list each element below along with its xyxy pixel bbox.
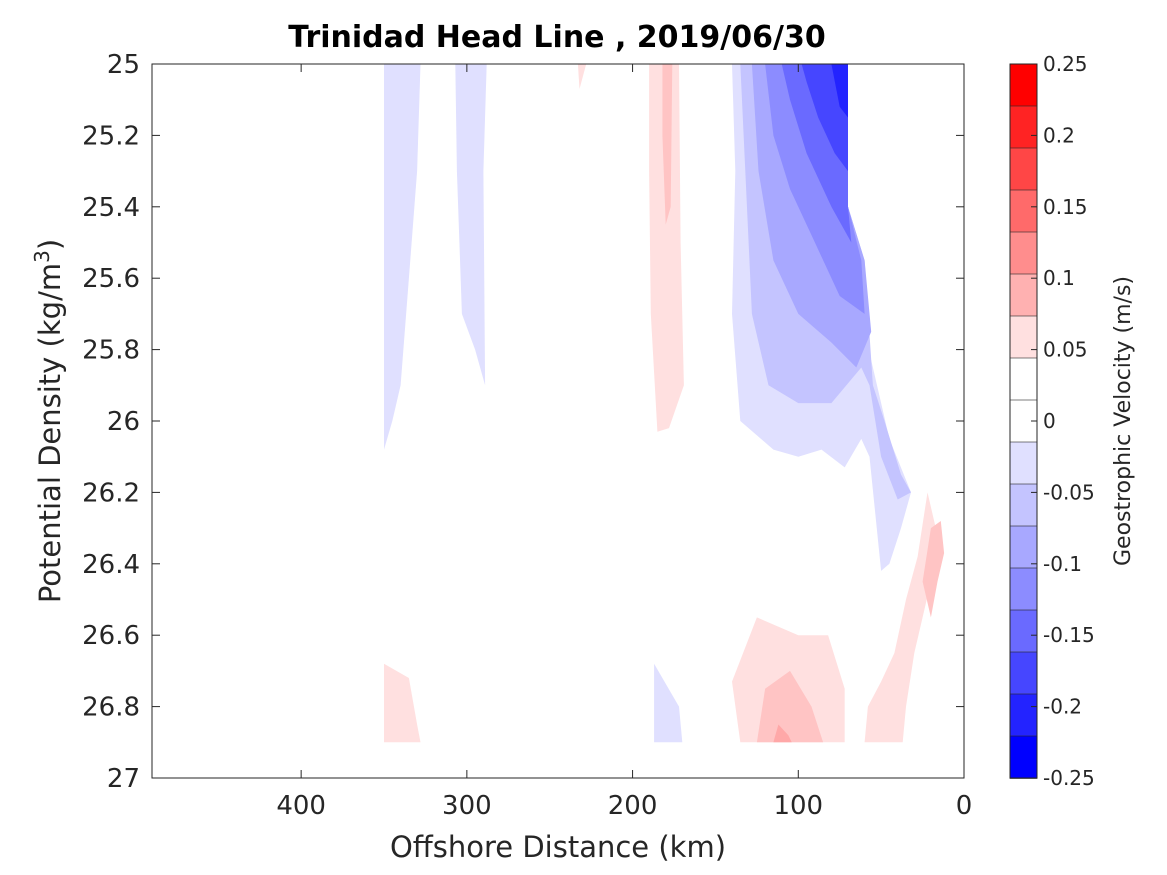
colorbar-tick-label: 0.25 [1043, 52, 1088, 76]
contour-region-17 [922, 521, 945, 618]
y-axis-label-end: ) [33, 239, 67, 250]
colorbar-tick-label: 0 [1043, 409, 1056, 433]
contour-region-12 [384, 663, 421, 743]
y-tick-label: 26.6 [82, 621, 140, 651]
colorbar-tick-label: 0.15 [1043, 195, 1088, 219]
colorbar-label: Geostrophic Velocity (m/s) [1111, 276, 1136, 566]
plot-area: 400 300 200 100 0 25 25.2 25.4 25.6 25.8 26 26.2 26… [82, 50, 972, 821]
colorbar-swatch [1009, 357, 1038, 401]
x-axis-label: Offshore Distance (km) [390, 830, 726, 864]
colorbar-ticks: 0.25 0.2 0.15 0.1 0.05 0 -0.05 -0.1 -0.15 -0.2 -0.… [1031, 52, 1095, 790]
contour-region-3 [654, 663, 683, 743]
y-tick-label: 26.8 [82, 693, 140, 723]
colorbar-swatch [1009, 651, 1038, 695]
contour-region-14 [864, 492, 936, 743]
y-tick-label: 25.4 [82, 193, 140, 223]
colorbar-swatch [1009, 609, 1038, 653]
colorbar-swatch [1009, 147, 1038, 191]
y-tick-label: 26.2 [82, 478, 140, 508]
contour-region-11 [577, 64, 587, 89]
colorbar-tick-label: -0.25 [1043, 766, 1095, 790]
colorbar-swatch [1009, 483, 1038, 527]
x-tick-label: 400 [276, 791, 326, 821]
colorbar-swatch [1009, 273, 1038, 317]
colorbar-tick-label: -0.15 [1043, 623, 1095, 647]
y-axis-label-text: Potential Density (kg/m [33, 263, 67, 603]
contour-region-18 [773, 724, 792, 743]
colorbar-swatch [1009, 315, 1038, 359]
colorbar-swatch [1009, 63, 1038, 107]
x-tick-label: 0 [956, 791, 973, 821]
y-axis-ticks: 25 25.2 25.4 25.6 25.8 26 26.2 26.4 26.6 26.8 27 [82, 50, 964, 794]
y-tick-label: 25.6 [82, 264, 140, 294]
y-tick-label: 26.4 [82, 550, 140, 580]
contour-region-8 [801, 64, 848, 172]
colorbar-tick-label: -0.2 [1043, 695, 1082, 719]
contour-region-9 [831, 64, 848, 118]
colorbar-tick-label: -0.1 [1043, 552, 1082, 576]
contour-region-16 [756, 670, 824, 743]
x-tick-label: 100 [773, 791, 823, 821]
y-axis-label-sup: 3 [30, 250, 54, 263]
contour-region-0 [384, 64, 421, 450]
colorbar-swatch [1009, 693, 1038, 737]
colorbar-swatch [1009, 567, 1038, 611]
y-tick-label: 26 [107, 407, 140, 437]
colorbar-tick-label: 0.05 [1043, 338, 1088, 362]
colorbar-swatch [1009, 525, 1038, 569]
y-tick-label: 27 [107, 764, 140, 794]
contour-region-15 [662, 64, 673, 225]
y-tick-label: 25 [107, 50, 140, 80]
colorbar-tick-label: 0.1 [1043, 266, 1075, 290]
colorbar-swatch [1009, 441, 1038, 485]
colorbar: 0.25 0.2 0.15 0.1 0.05 0 -0.05 -0.1 -0.15 -0.2 -0.… [1009, 52, 1136, 790]
colorbar-swatch [1009, 189, 1038, 233]
colorbar-swatch [1009, 105, 1038, 149]
colorbar-tick-label: -0.05 [1043, 480, 1095, 504]
chart-title: Trinidad Head Line , 2019/06/30 [288, 20, 825, 55]
contour-region-10 [649, 64, 684, 432]
colorbar-tick-label: 0.2 [1043, 123, 1075, 147]
colorbar-swatch [1009, 735, 1038, 779]
x-axis-ticks: 400 300 200 100 0 [276, 64, 972, 821]
colorbar-swatch [1009, 231, 1038, 275]
contour-layer [384, 64, 945, 743]
x-tick-label: 300 [442, 791, 492, 821]
y-tick-label: 25.2 [82, 121, 140, 151]
y-axis-label: Potential Density (kg/m3) [30, 239, 67, 603]
contour-region-1 [455, 64, 487, 386]
y-tick-label: 25.8 [82, 336, 140, 366]
x-tick-label: 200 [608, 791, 658, 821]
